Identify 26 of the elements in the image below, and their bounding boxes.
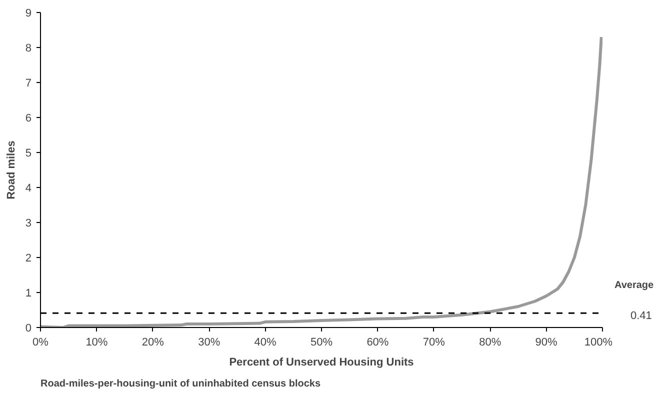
x-tick-label: 20% xyxy=(142,336,164,348)
y-axis-title: Road miles xyxy=(5,140,18,200)
y-tick-label: 7 xyxy=(25,78,32,90)
x-tick-label: 60% xyxy=(366,336,389,348)
y-tick-label: 8 xyxy=(25,42,32,54)
y-tick-label: 5 xyxy=(25,148,32,160)
y-tick-label: 0 xyxy=(25,322,32,334)
y-tick-label: 3 xyxy=(25,218,32,230)
y-tick-label: 1 xyxy=(25,288,32,300)
x-tick-label: 50% xyxy=(310,336,333,348)
x-tick-label: 0% xyxy=(32,336,49,348)
x-tick-label: 10% xyxy=(86,336,108,348)
y-tick-label: 6 xyxy=(25,112,32,124)
x-tick-label: 40% xyxy=(254,336,277,348)
x-tick-label: 80% xyxy=(479,336,502,348)
x-axis-title: Percent of Unserved Housing Units xyxy=(229,356,414,368)
x-tick-label: 90% xyxy=(535,336,558,348)
x-tick-label: 100% xyxy=(584,336,613,348)
ref-line-label: 0.41 xyxy=(630,310,652,322)
x-tick-label: 70% xyxy=(422,336,446,348)
text: Road-miles-per-housing-unit of uninhabited census blocks xyxy=(40,378,321,390)
y-tick-label: 9 xyxy=(25,8,32,20)
x-tick-label: 30% xyxy=(198,336,220,348)
text: Average xyxy=(614,280,654,292)
y-tick-label: 4 xyxy=(25,182,32,194)
y-tick-label: 2 xyxy=(25,252,32,264)
